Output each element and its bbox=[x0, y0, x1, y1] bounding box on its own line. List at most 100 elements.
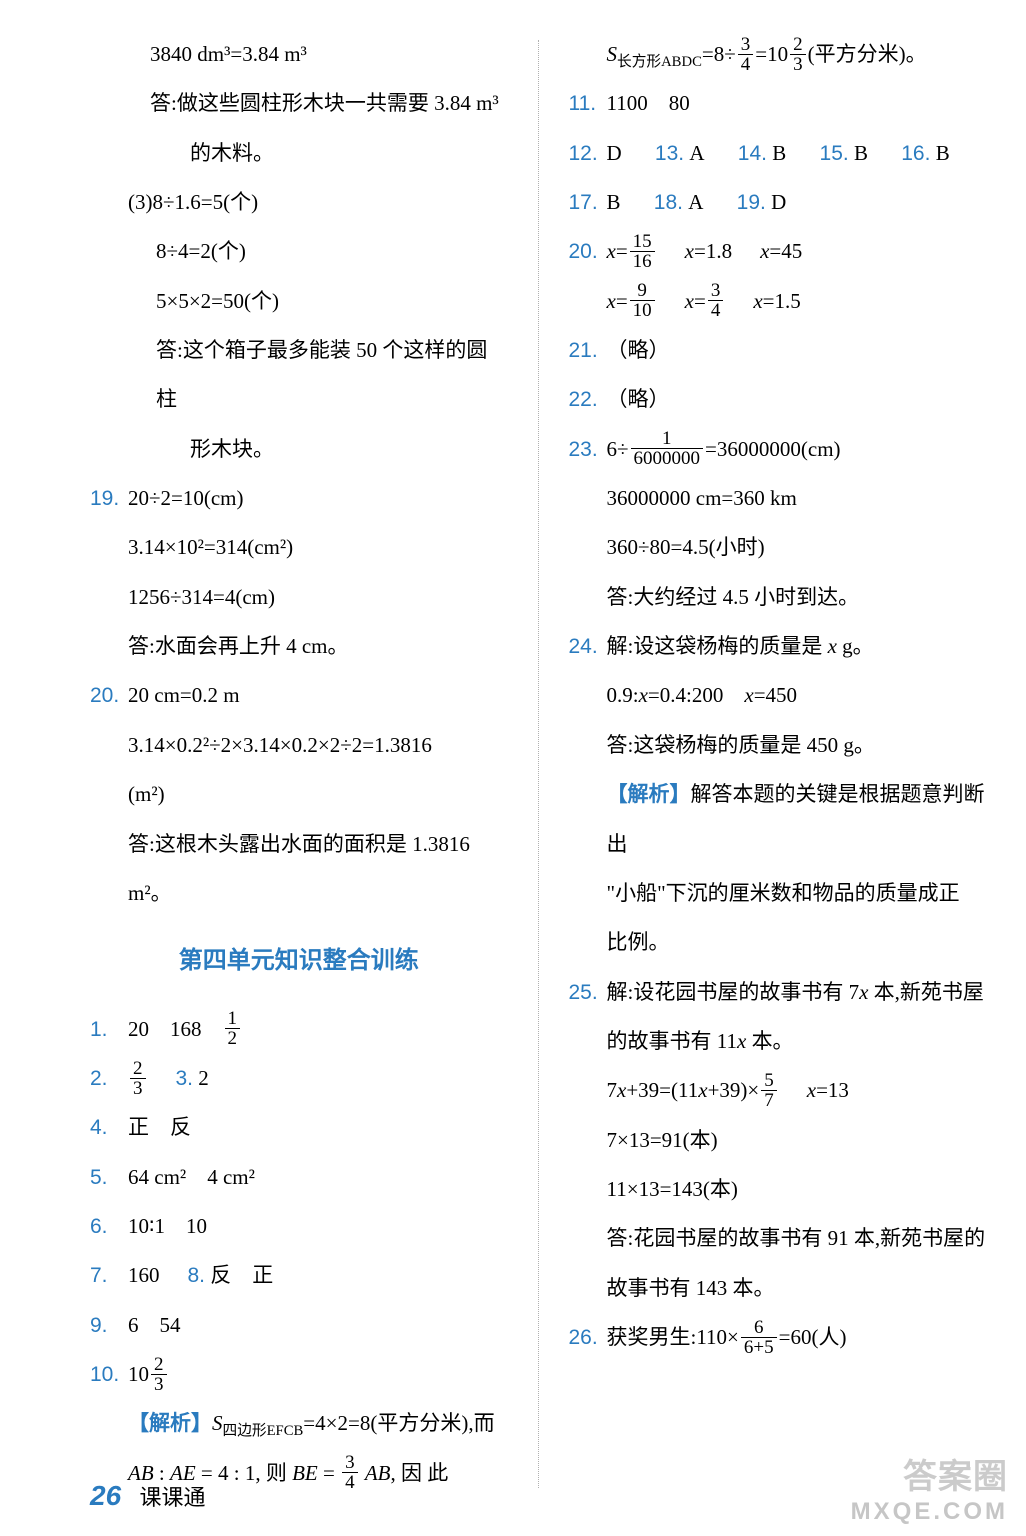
item-number: 21. bbox=[569, 326, 607, 375]
text-line: x=910x=34x=1.5 bbox=[569, 277, 987, 326]
answer-item: 11. 1100 80 bbox=[569, 79, 987, 128]
item-body: 1023 bbox=[128, 1350, 508, 1399]
text-line: 【解析】S四边形EFCB=4×2=8(平方分米),而 bbox=[90, 1399, 508, 1448]
item-number: 22. bbox=[569, 375, 607, 424]
text-line: 0.9:x=0.4:200 x=450 bbox=[569, 671, 987, 720]
text-line: 11×13=143(本) bbox=[569, 1165, 987, 1214]
item-body: 6÷16000000=36000000(cm) bbox=[607, 425, 987, 474]
footer-label: 课课通 bbox=[140, 1485, 206, 1510]
text-line: 答:这个箱子最多能装 50 个这样的圆柱 bbox=[90, 326, 508, 425]
text-line: 【解析】解答本题的关键是根据题意判断出 bbox=[569, 770, 987, 869]
item-body: 1608. 反 正 bbox=[128, 1251, 508, 1300]
text-line: 的木料。 bbox=[90, 129, 508, 178]
text-line: (m²) bbox=[90, 770, 508, 819]
item-body: 6 54 bbox=[128, 1301, 508, 1350]
answer-item: 12. D 13. A 14. B 15. B 16. B bbox=[569, 129, 987, 178]
text-line: 3840 dm³=3.84 m³ bbox=[90, 30, 508, 79]
text-line: 答:大约经过 4.5 小时到达。 bbox=[569, 573, 987, 622]
item-number: 5. bbox=[90, 1153, 128, 1202]
column-divider bbox=[538, 40, 539, 1488]
text-line: 答:水面会再上升 4 cm。 bbox=[90, 622, 508, 671]
answer-item: 4. 正 反 bbox=[90, 1103, 508, 1152]
watermark-text: 答案圈 bbox=[851, 1449, 1008, 1498]
item-body: 解:设这袋杨梅的质量是 x g。 bbox=[607, 622, 987, 671]
page-footer: 26 课课通 bbox=[90, 1480, 206, 1512]
text-line: "小船"下沉的厘米数和物品的质量成正 bbox=[569, 869, 987, 918]
item-body: 64 cm² 4 cm² bbox=[128, 1153, 508, 1202]
item-body: x=1516x=1.8x=45 bbox=[607, 227, 987, 276]
answer-item: 21. （略） bbox=[569, 326, 987, 375]
answer-item: 25. 解:设花园书屋的故事书有 7x 本,新苑书屋 bbox=[569, 968, 987, 1017]
answer-item: 2. 233. 2 bbox=[90, 1054, 508, 1103]
item-number: 12. bbox=[569, 129, 607, 178]
item-number: 6. bbox=[90, 1202, 128, 1251]
item-number: 17. bbox=[569, 178, 607, 227]
watermark-url: MXQE.COM bbox=[851, 1498, 1008, 1526]
text-line: 7×13=91(本) bbox=[569, 1116, 987, 1165]
left-column: 3840 dm³=3.84 m³ 答:做这些圆柱形木块一共需要 3.84 m³ … bbox=[90, 30, 518, 1498]
item-number: 25. bbox=[569, 968, 607, 1017]
text-line: 答:这袋杨梅的质量是 450 g。 bbox=[569, 721, 987, 770]
text-line: 3.14×0.2²÷2×3.14×0.2×2÷2=1.3816 bbox=[90, 721, 508, 770]
text-line: 36000000 cm=360 km bbox=[569, 474, 987, 523]
item-body: 获奖男生:110×66+5=60(人) bbox=[607, 1313, 987, 1362]
answer-item: 7. 1608. 反 正 bbox=[90, 1251, 508, 1300]
item-body: 20÷2=10(cm) bbox=[128, 474, 508, 523]
text-line: 3.14×10²=314(cm²) bbox=[90, 523, 508, 572]
item-number: 9. bbox=[90, 1301, 128, 1350]
item-body: B 18. A 19. D bbox=[607, 178, 987, 227]
text-line: 形木块。 bbox=[90, 425, 508, 474]
item-number: 11. bbox=[569, 79, 607, 128]
watermark: 答案圈 MXQE.COM bbox=[851, 1449, 1008, 1526]
item-number: 24. bbox=[569, 622, 607, 671]
item-number: 2. bbox=[90, 1054, 128, 1103]
item-number: 7. bbox=[90, 1251, 128, 1300]
page-number: 26 bbox=[90, 1480, 121, 1511]
answer-item: 6. 10∶1 10 bbox=[90, 1202, 508, 1251]
section-title: 第四单元知识整合训练 bbox=[90, 933, 508, 989]
answer-item: 26. 获奖男生:110×66+5=60(人) bbox=[569, 1313, 987, 1362]
answer-item: 19. 20÷2=10(cm) bbox=[90, 474, 508, 523]
answer-item: 9. 6 54 bbox=[90, 1301, 508, 1350]
item-body: 1100 80 bbox=[607, 79, 987, 128]
text-line: 答:这根木头露出水面的面积是 1.3816 m²。 bbox=[90, 820, 508, 919]
answer-item: 1. 20 168 12 bbox=[90, 1005, 508, 1054]
item-body: 10∶1 10 bbox=[128, 1202, 508, 1251]
item-number: 23. bbox=[569, 425, 607, 474]
text-line: 故事书有 143 本。 bbox=[569, 1264, 987, 1313]
answer-item: 22. （略） bbox=[569, 375, 987, 424]
item-number: 10. bbox=[90, 1350, 128, 1399]
text-line: (3)8÷1.6=5(个) bbox=[90, 178, 508, 227]
answer-item: 23. 6÷16000000=36000000(cm) bbox=[569, 425, 987, 474]
answer-item: 17. B 18. A 19. D bbox=[569, 178, 987, 227]
answer-item: 24. 解:设这袋杨梅的质量是 x g。 bbox=[569, 622, 987, 671]
answer-item: 20. x=1516x=1.8x=45 bbox=[569, 227, 987, 276]
right-column: S长方形ABDC=8÷34=1023(平方分米)。 11. 1100 80 12… bbox=[559, 30, 987, 1498]
text-line: 5×5×2=50(个) bbox=[90, 277, 508, 326]
item-body: 20 cm=0.2 m bbox=[128, 671, 508, 720]
text-line: 答:花园书屋的故事书有 91 本,新苑书屋的 bbox=[569, 1214, 987, 1263]
item-body: （略） bbox=[607, 375, 987, 424]
answer-item: 10. 1023 bbox=[90, 1350, 508, 1399]
answer-item: 20. 20 cm=0.2 m bbox=[90, 671, 508, 720]
item-number: 19. bbox=[90, 474, 128, 523]
item-body: 正 反 bbox=[128, 1103, 508, 1152]
item-body: （略） bbox=[607, 326, 987, 375]
text-line: 360÷80=4.5(小时) bbox=[569, 523, 987, 572]
item-body: 解:设花园书屋的故事书有 7x 本,新苑书屋 bbox=[607, 968, 987, 1017]
text-line: 比例。 bbox=[569, 918, 987, 967]
item-number: 26. bbox=[569, 1313, 607, 1362]
item-number: 20. bbox=[90, 671, 128, 720]
text-line: 8÷4=2(个) bbox=[90, 227, 508, 276]
text-line: 7x+39=(11x+39)×57x=13 bbox=[569, 1066, 987, 1115]
item-number: 1. bbox=[90, 1005, 128, 1054]
answer-item: 5. 64 cm² 4 cm² bbox=[90, 1153, 508, 1202]
item-body: 233. 2 bbox=[128, 1054, 508, 1103]
item-body: D 13. A 14. B 15. B 16. B bbox=[607, 129, 987, 178]
item-body: 20 168 12 bbox=[128, 1005, 508, 1054]
text-line: S长方形ABDC=8÷34=1023(平方分米)。 bbox=[569, 30, 987, 79]
item-number: 20. bbox=[569, 227, 607, 276]
text-line: 答:做这些圆柱形木块一共需要 3.84 m³ bbox=[90, 79, 508, 128]
text-line: 的故事书有 11x 本。 bbox=[569, 1017, 987, 1066]
item-number: 4. bbox=[90, 1103, 128, 1152]
